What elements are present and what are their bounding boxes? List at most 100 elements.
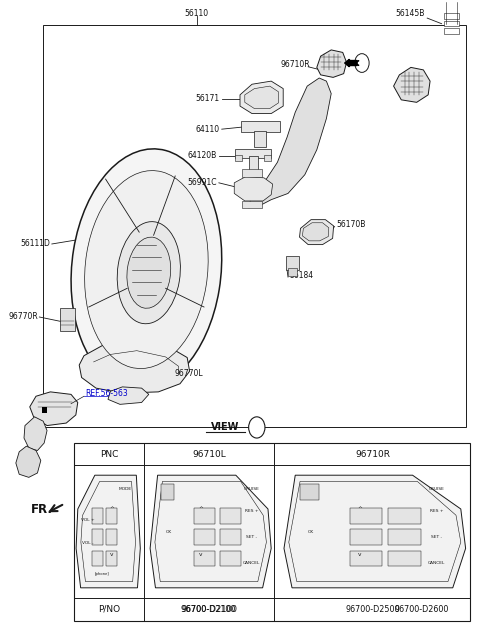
Text: REF.56-563: REF.56-563 — [85, 389, 128, 397]
Bar — [106, 508, 117, 524]
Bar — [444, 13, 459, 19]
Text: 96700-D2100: 96700-D2100 — [182, 605, 236, 614]
Text: PNC: PNC — [100, 450, 118, 459]
Polygon shape — [76, 475, 140, 588]
Bar — [300, 484, 319, 500]
Bar — [350, 550, 382, 567]
Polygon shape — [240, 81, 283, 114]
Polygon shape — [234, 177, 273, 201]
Text: 64120B: 64120B — [188, 152, 217, 160]
Bar — [106, 529, 117, 545]
Text: 96710R: 96710R — [355, 450, 390, 459]
Text: 96710R: 96710R — [280, 60, 310, 69]
Bar — [444, 28, 459, 34]
Text: ILLUST: ILLUST — [95, 527, 123, 536]
Text: A: A — [360, 60, 364, 66]
Bar — [350, 529, 382, 545]
Text: SET -: SET - — [431, 535, 442, 539]
FancyArrow shape — [345, 59, 357, 67]
Bar — [264, 155, 271, 161]
Bar — [388, 550, 420, 567]
Text: v: v — [358, 552, 361, 557]
Ellipse shape — [84, 170, 208, 369]
Bar — [74, 443, 470, 621]
Text: CRUISE: CRUISE — [429, 487, 444, 490]
Bar — [106, 550, 117, 567]
Text: 96770R: 96770R — [9, 313, 38, 321]
Polygon shape — [302, 223, 329, 241]
Bar — [42, 407, 47, 413]
Text: 96710L: 96710L — [192, 450, 226, 459]
Bar — [43, 25, 466, 427]
Bar — [92, 508, 103, 524]
Text: FR.: FR. — [31, 504, 53, 516]
Text: 56110: 56110 — [185, 9, 209, 17]
Text: 56171: 56171 — [196, 94, 220, 103]
Text: 96700-D2500: 96700-D2500 — [345, 605, 400, 614]
Bar — [286, 256, 299, 270]
Text: A: A — [254, 423, 260, 432]
Bar — [242, 169, 262, 177]
Circle shape — [355, 54, 369, 72]
Text: [phone]: [phone] — [95, 572, 109, 577]
Text: VOL -: VOL - — [82, 541, 93, 545]
Bar — [220, 508, 241, 524]
Text: 96700-D2600: 96700-D2600 — [394, 605, 449, 614]
Bar — [388, 508, 420, 524]
Bar — [444, 21, 459, 26]
Text: SET -: SET - — [246, 535, 257, 539]
Text: 56111D: 56111D — [21, 240, 50, 248]
Text: ^: ^ — [198, 507, 203, 512]
Text: CANCEL: CANCEL — [243, 561, 261, 565]
Bar — [235, 149, 271, 158]
Text: CANCEL: CANCEL — [428, 561, 445, 565]
Polygon shape — [79, 340, 190, 393]
Text: 56991C: 56991C — [188, 178, 217, 187]
Bar — [254, 131, 266, 147]
Bar — [220, 529, 241, 545]
Bar — [242, 201, 262, 208]
Text: VIEW: VIEW — [211, 422, 240, 432]
Text: P/NO: P/NO — [98, 605, 120, 614]
Text: 96770L: 96770L — [174, 369, 203, 378]
Bar — [194, 529, 216, 545]
Text: MODE: MODE — [119, 487, 132, 490]
Bar — [60, 308, 75, 331]
Text: ^: ^ — [357, 507, 362, 512]
Ellipse shape — [117, 222, 180, 324]
Bar — [249, 156, 258, 170]
Text: RES +: RES + — [430, 509, 444, 514]
Polygon shape — [108, 387, 149, 404]
Bar — [161, 484, 174, 500]
Ellipse shape — [71, 149, 222, 390]
Polygon shape — [284, 475, 466, 588]
Ellipse shape — [127, 237, 171, 308]
Text: 56145B: 56145B — [396, 9, 425, 17]
Polygon shape — [24, 417, 47, 451]
Text: 56170B: 56170B — [336, 220, 365, 229]
Text: VOL +: VOL + — [81, 519, 94, 522]
Bar — [241, 121, 280, 132]
Text: 96710L: 96710L — [397, 89, 426, 98]
Polygon shape — [300, 220, 334, 245]
Bar — [220, 550, 241, 567]
Text: CRUISE: CRUISE — [244, 487, 260, 490]
Polygon shape — [245, 86, 278, 109]
Text: OK: OK — [308, 530, 314, 534]
Bar — [235, 155, 242, 161]
Text: 64110: 64110 — [196, 125, 220, 134]
Bar — [388, 529, 420, 545]
Circle shape — [249, 417, 265, 438]
Polygon shape — [16, 446, 41, 477]
Text: OK: OK — [165, 530, 171, 534]
Polygon shape — [30, 392, 78, 426]
Text: 56184: 56184 — [289, 271, 313, 280]
Polygon shape — [249, 78, 331, 208]
Bar — [92, 529, 103, 545]
Text: v: v — [110, 552, 114, 557]
Text: ^: ^ — [109, 507, 114, 512]
Bar — [194, 508, 216, 524]
Polygon shape — [317, 50, 347, 77]
Bar — [194, 550, 216, 567]
Text: v: v — [199, 552, 202, 557]
